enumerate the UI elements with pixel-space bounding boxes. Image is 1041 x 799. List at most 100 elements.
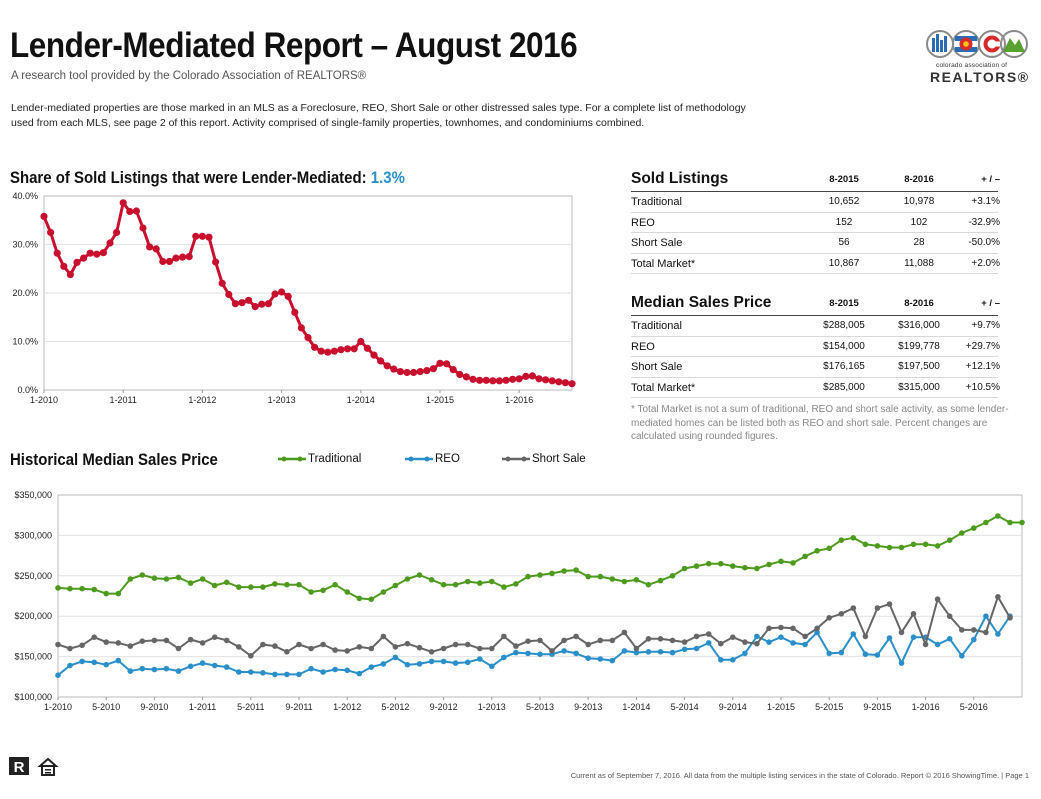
data-point [609,657,616,664]
x-tick-label: 1-2015 [426,395,454,405]
data-point [272,643,278,649]
data-point [211,582,218,589]
table-row: Short Sale $176,165 $197,500 +12.1% [631,357,1000,378]
data-point [862,541,869,548]
data-point [199,576,206,582]
legend-label: Traditional [308,453,362,465]
data-point [308,645,314,652]
value-2015: 10,652 [828,196,860,207]
data-point [549,648,555,654]
data-point [344,589,351,595]
data-point [127,576,134,582]
data-point [693,563,700,569]
data-point [874,605,881,611]
data-point [390,365,398,373]
y-tick-label: $300,000 [14,530,52,540]
data-point [284,671,290,678]
data-point [223,579,230,586]
x-tick-label: 9-2013 [574,702,602,712]
y-tick-label: $250,000 [14,571,52,581]
realtor-r-icon: R [9,757,29,776]
intro-paragraph: Lender-mediated properties are those mar… [11,102,746,129]
data-point [392,582,399,589]
data-point [416,661,423,667]
data-point [959,530,965,536]
row-label: Traditional [631,320,682,332]
column-header: 8-2016 [904,298,934,309]
row-label: Total Market* [631,381,696,394]
data-point [495,377,503,385]
x-tick-label: 5-2011 [237,702,264,712]
value-2015: $288,005 [823,320,865,331]
data-point [959,653,965,659]
data-point [139,224,147,232]
data-point [278,288,286,296]
data-point [669,573,676,579]
data-point [47,228,55,236]
data-point [356,670,363,677]
data-point [344,345,352,353]
report-title: Lender-Mediated Report – August 2016 [10,26,578,65]
data-point [464,578,471,585]
data-point [718,560,724,567]
x-tick-label: 9-2011 [285,702,312,712]
data-point [1007,615,1013,621]
data-point [163,665,170,672]
data-point [115,640,122,646]
data-point [525,650,531,657]
data-point [211,662,218,669]
data-point [410,368,418,377]
data-point [477,645,483,652]
change-value: +9.7% [971,320,1000,331]
data-point [934,641,941,648]
data-point [476,376,484,384]
data-point [754,633,760,640]
data-point [73,258,81,266]
data-point [91,586,97,593]
data-point [693,633,700,640]
data-point [363,344,371,352]
data-point [922,641,929,648]
data-point [311,343,319,351]
data-point [862,651,869,657]
data-point [223,637,230,644]
data-point [223,664,230,670]
data-point [525,638,531,644]
data-point [205,233,213,241]
data-point [597,656,604,662]
data-point [236,669,242,675]
data-point [874,543,881,549]
y-tick-label: $100,000 [14,692,52,702]
data-point [621,629,628,636]
data-point [152,245,160,253]
data-point [440,645,447,652]
y-tick-label: 30.0% [12,240,38,250]
data-point [838,611,845,617]
data-point [585,641,591,648]
data-point [179,253,187,261]
data-point [535,375,543,383]
data-point [231,300,239,308]
data-point [489,578,495,585]
data-point [380,589,387,595]
value-2016: 10,978 [903,196,935,207]
data-point [561,637,567,644]
value-2015: 56 [838,237,850,248]
data-point [55,672,61,678]
data-point [489,645,495,652]
realtors-logo-icon [926,30,1028,58]
data-point [115,657,122,664]
data-point [163,576,170,582]
data-point [971,627,977,633]
data-point [53,249,61,257]
x-tick-label: 1-2014 [347,395,375,405]
data-point [645,581,652,588]
data-point [633,577,640,583]
data-point [428,649,435,655]
data-point [525,573,531,580]
table-row: Short Sale 56 28 -50.0% [631,233,1000,254]
legend-traditional: Traditional [278,453,361,465]
data-point [669,649,676,656]
data-point [568,380,576,388]
data-point [225,290,233,299]
